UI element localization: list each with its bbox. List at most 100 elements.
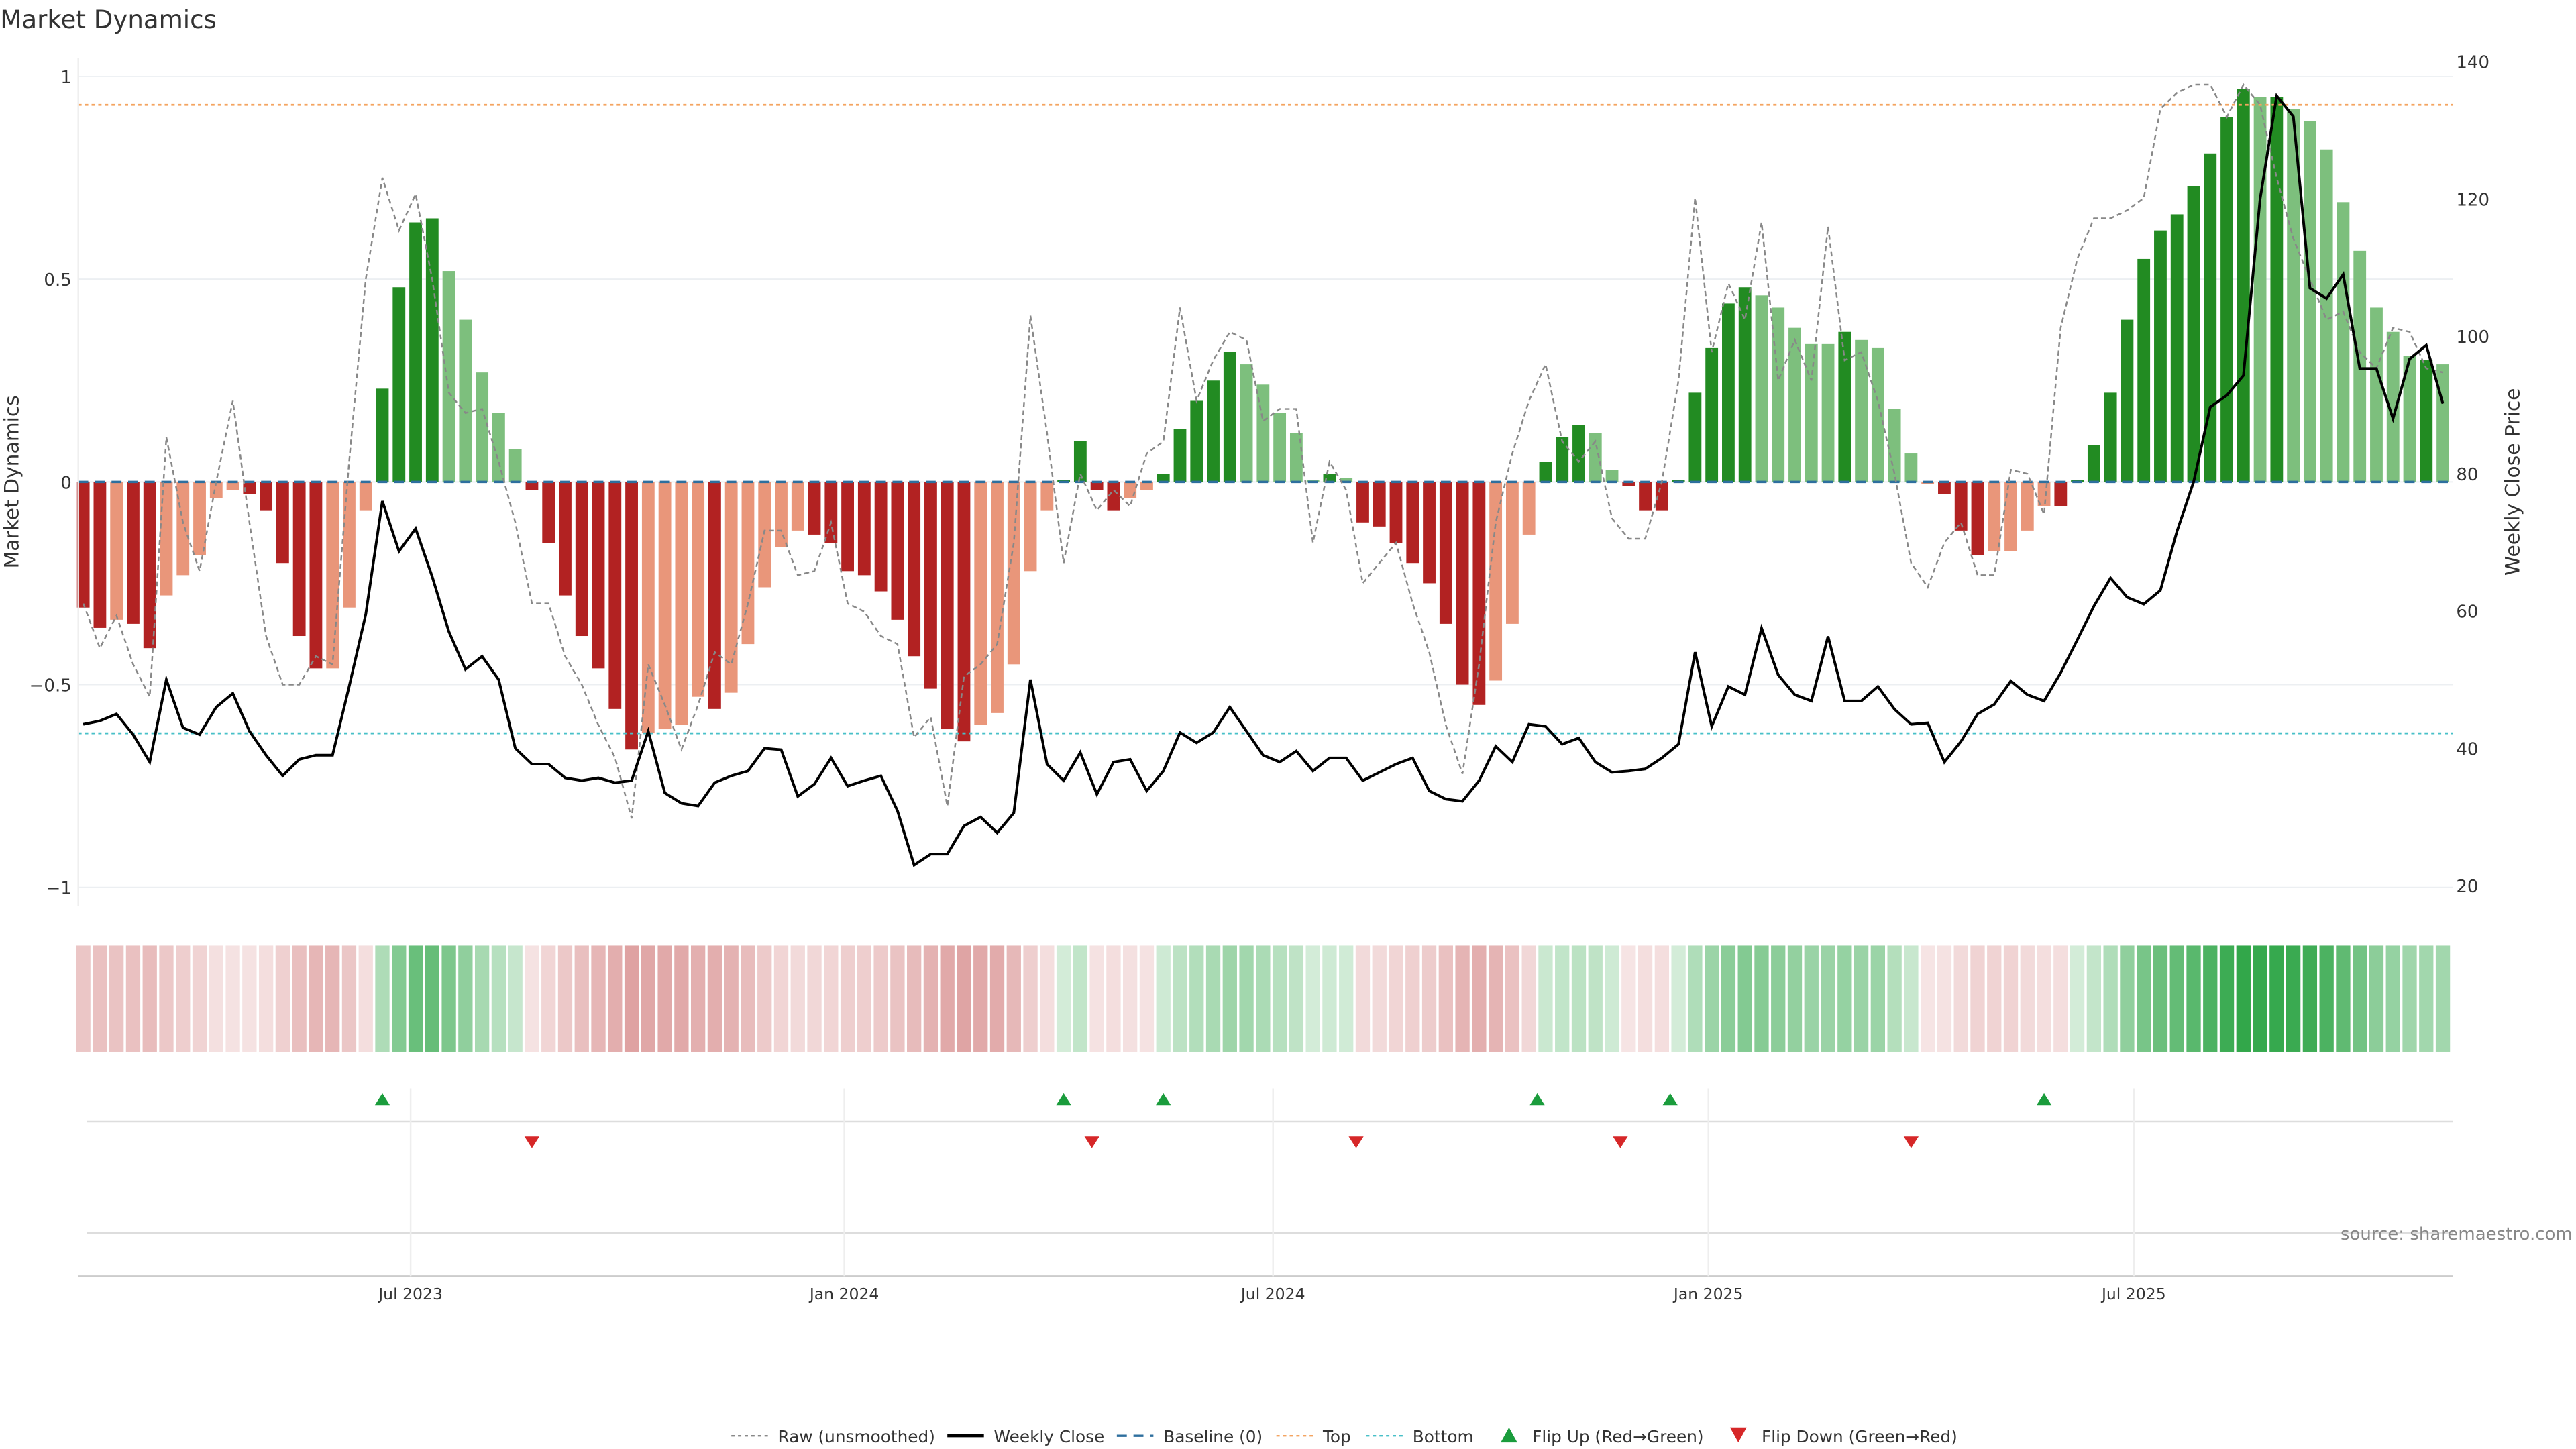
y-right-tick-label: 60 <box>2456 602 2478 623</box>
heat-cell <box>1389 945 1403 1052</box>
bar <box>1572 425 1585 482</box>
heat-cell <box>608 945 623 1052</box>
heat-cell <box>1438 945 1453 1052</box>
bar <box>1522 482 1536 535</box>
heat-cell <box>2253 945 2267 1052</box>
heat-cell <box>2169 945 2184 1052</box>
y-tick-label: −0.5 <box>30 676 72 696</box>
heat-cell <box>93 945 107 1052</box>
bar <box>1655 482 1668 511</box>
bar <box>891 482 904 620</box>
flip-up-marker <box>2036 1093 2052 1106</box>
bar <box>1406 482 1419 564</box>
heat-cell <box>1173 945 1187 1052</box>
bar <box>1340 478 1353 482</box>
bar <box>127 482 140 624</box>
bar <box>1356 482 1369 523</box>
heat-cell <box>275 945 290 1052</box>
bar <box>2037 482 2051 506</box>
heat-cell <box>757 945 772 1052</box>
heat-cell <box>325 945 340 1052</box>
bar <box>226 482 239 490</box>
bar <box>957 482 971 742</box>
bar <box>1240 364 1253 482</box>
heat-cell <box>1488 945 1503 1052</box>
bar <box>1722 303 1735 482</box>
bar <box>1489 482 1503 681</box>
chart-title: Market Dynamics <box>0 5 217 34</box>
legend-flip-down-swatch <box>1729 1427 1747 1443</box>
bar <box>143 482 156 649</box>
heat-cell <box>624 945 639 1052</box>
heat-cell <box>1023 945 1038 1052</box>
heat-cell <box>1538 945 1553 1052</box>
heat-cell <box>1621 945 1636 1052</box>
heat-cell <box>1040 945 1055 1052</box>
bar <box>1788 327 1801 482</box>
bar <box>924 482 937 689</box>
heat-cell <box>2419 945 2434 1052</box>
heat-cell <box>525 945 539 1052</box>
bar <box>508 449 522 482</box>
bar <box>425 218 439 482</box>
flip-down-marker <box>1084 1136 1099 1148</box>
bar <box>1805 343 1818 482</box>
bar <box>309 482 323 669</box>
bar <box>1589 433 1602 482</box>
heat-cell <box>425 945 439 1052</box>
bar <box>2087 445 2100 482</box>
bar <box>658 482 672 730</box>
heat-cell <box>657 945 672 1052</box>
heat-cell <box>441 945 456 1052</box>
bar <box>1157 474 1170 482</box>
bar <box>1040 482 1054 511</box>
heat-cell <box>2203 945 2218 1052</box>
bar <box>692 482 705 697</box>
bar <box>1373 482 1386 527</box>
bar <box>1688 392 1702 482</box>
legend-label: Raw (unsmoothed) <box>778 1427 935 1446</box>
heat-cell <box>807 945 822 1052</box>
heat-cell <box>192 945 207 1052</box>
bar <box>2287 109 2300 482</box>
bar <box>442 271 455 482</box>
heat-cell <box>1837 945 1852 1052</box>
x-tick-label: Jul 2023 <box>377 1285 443 1303</box>
bar <box>1954 482 1968 531</box>
heat-cell <box>258 945 274 1052</box>
axes: 1 0.5 0 −0.5 −1 140 120 100 80 60 40 20 Jul 2023 Jan … <box>30 53 2489 1303</box>
heat-cell <box>1455 945 1470 1052</box>
heat-cell <box>292 945 307 1052</box>
heat-cell <box>1405 945 1420 1052</box>
bar <box>1389 482 1403 543</box>
heat-cell <box>2086 945 2102 1052</box>
heat-cell <box>2153 945 2168 1052</box>
flip-up-marker <box>1529 1093 1545 1106</box>
heat-cell <box>707 945 722 1052</box>
heat-cell <box>408 945 423 1052</box>
heat-cell <box>2319 945 2334 1052</box>
y-tick-label: 0 <box>60 473 72 493</box>
bar <box>741 482 755 645</box>
bar <box>1456 482 1469 685</box>
bar <box>459 319 472 482</box>
heat-cell <box>2037 945 2051 1052</box>
y-right-tick-label: 20 <box>2456 877 2478 897</box>
bar <box>376 388 389 482</box>
bar <box>193 482 206 555</box>
bar <box>1705 347 1719 482</box>
heat-cell <box>873 945 888 1052</box>
heat-cell <box>1804 945 1819 1052</box>
heat-cell <box>1156 945 1171 1052</box>
heat-cell <box>591 945 606 1052</box>
y-axis-right-label: Weekly Close Price <box>2502 388 2525 576</box>
bar <box>1938 482 1951 494</box>
bar <box>1190 400 1203 482</box>
heat-cell <box>907 945 922 1052</box>
x-tick-label: Jan 2025 <box>1672 1285 1743 1303</box>
bar <box>1505 482 1519 624</box>
heat-cell <box>1705 945 1719 1052</box>
heat-cell <box>1638 945 1653 1052</box>
heat-cell <box>2020 945 2035 1052</box>
bar <box>974 482 987 725</box>
